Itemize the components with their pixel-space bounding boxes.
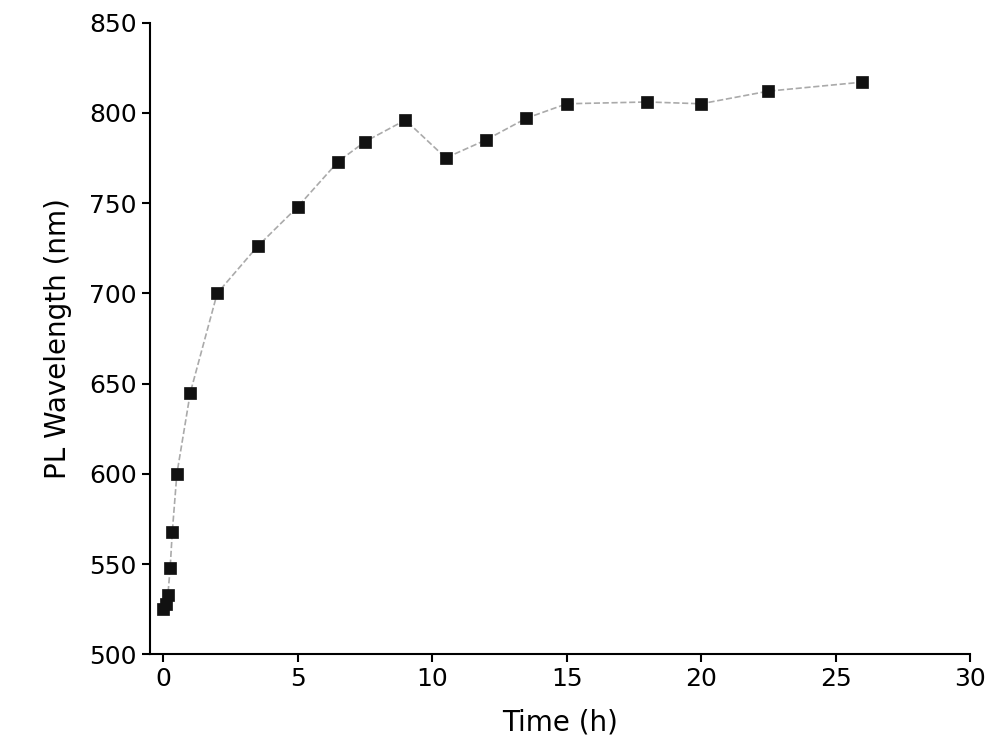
X-axis label: Time (h): Time (h) [502, 708, 618, 736]
Y-axis label: PL Wavelength (nm): PL Wavelength (nm) [44, 198, 72, 479]
